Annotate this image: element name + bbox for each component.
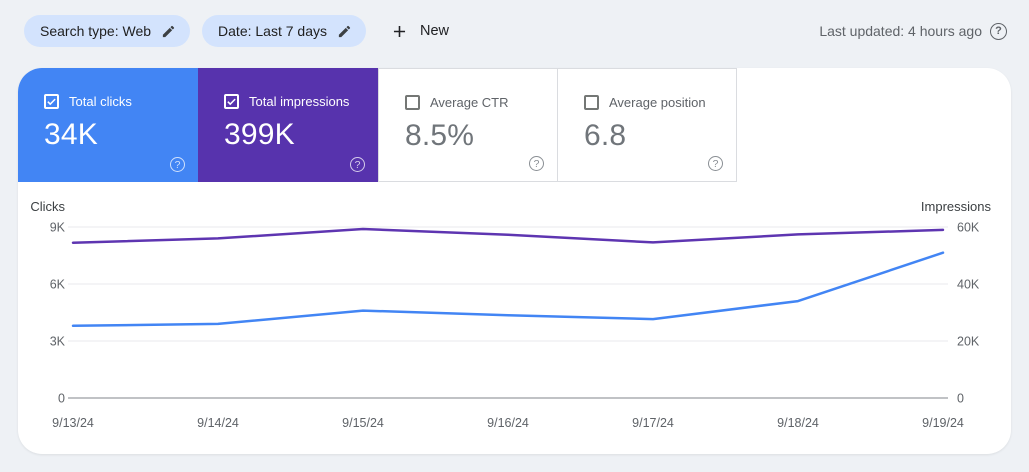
left-axis-tick: 3K — [50, 335, 66, 349]
card-label: Average CTR — [430, 95, 509, 110]
card-header: Average CTR — [405, 95, 557, 110]
card-label: Average position — [609, 95, 706, 110]
checkmark-icon — [227, 98, 236, 106]
card-average-ctr[interactable]: Average CTR 8.5% ? — [378, 68, 558, 182]
help-icon[interactable]: ? — [708, 156, 723, 171]
x-axis-tick: 9/13/24 — [52, 416, 94, 430]
checkbox-average-ctr[interactable] — [405, 95, 420, 110]
card-value: 399K — [224, 118, 295, 151]
help-icon[interactable]: ? — [170, 157, 185, 172]
last-updated-text: Last updated: 4 hours ago — [819, 23, 982, 39]
checkmark-icon — [47, 98, 56, 106]
x-axis-tick: 9/15/24 — [342, 416, 384, 430]
last-updated-status: Last updated: 4 hours ago ? — [819, 22, 1007, 40]
right-axis-tick: 20K — [957, 335, 980, 349]
right-axis-tick: 60K — [957, 221, 980, 235]
metric-cards-row: Total clicks 34K ? Total impressions 399… — [18, 68, 737, 182]
date-range-chip-label: Date: Last 7 days — [218, 23, 327, 39]
clicks-line — [71, 251, 945, 328]
help-icon[interactable]: ? — [350, 157, 365, 172]
help-icon[interactable]: ? — [990, 22, 1007, 40]
date-range-chip[interactable]: Date: Last 7 days — [202, 15, 366, 47]
edit-icon — [337, 24, 352, 39]
card-total-clicks[interactable]: Total clicks 34K ? — [18, 68, 198, 182]
filter-toolbar: Search type: Web Date: Last 7 days New L… — [24, 15, 1007, 47]
right-axis-title: Impressions — [921, 199, 992, 214]
right-axis-tick: 0 — [957, 392, 964, 406]
new-filter-label: New — [419, 23, 449, 39]
x-axis-tick: 9/14/24 — [197, 416, 239, 430]
left-axis-tick: 6K — [50, 278, 66, 292]
impressions-line — [71, 227, 945, 244]
x-axis-tick: 9/17/24 — [632, 416, 674, 430]
checkbox-total-clicks[interactable] — [44, 94, 59, 109]
card-total-impressions[interactable]: Total impressions 399K ? — [198, 68, 378, 182]
checkbox-total-impressions[interactable] — [224, 94, 239, 109]
card-average-position[interactable]: Average position 6.8 ? — [557, 68, 737, 182]
checkbox-average-position[interactable] — [584, 95, 599, 110]
x-axis-tick: 9/19/24 — [922, 416, 964, 430]
card-header: Average position — [584, 95, 736, 110]
card-header: Total impressions — [224, 94, 378, 109]
left-axis-title: Clicks — [30, 199, 65, 214]
chart-svg: 0 3K 6K 9K 0 20K 40K 60K Clicks Impressions 9/13/2… — [30, 199, 992, 430]
x-axis-tick: 9/18/24 — [777, 416, 819, 430]
plus-icon — [390, 22, 409, 41]
card-label: Total clicks — [69, 94, 132, 109]
card-label: Total impressions — [249, 94, 350, 109]
edit-icon — [161, 24, 176, 39]
card-header: Total clicks — [44, 94, 198, 109]
card-value: 6.8 — [584, 119, 627, 152]
help-icon[interactable]: ? — [529, 156, 544, 171]
performance-panel: Total clicks 34K ? Total impressions 399… — [18, 68, 1011, 454]
new-filter-button[interactable]: New — [382, 16, 457, 47]
search-type-chip-label: Search type: Web — [40, 23, 152, 39]
left-axis-tick: 9K — [50, 221, 66, 235]
performance-chart[interactable]: 0 3K 6K 9K 0 20K 40K 60K Clicks Impressions 9/13/2… — [18, 182, 1011, 454]
right-axis-tick: 40K — [957, 278, 980, 292]
x-axis-tick: 9/16/24 — [487, 416, 529, 430]
search-type-chip[interactable]: Search type: Web — [24, 15, 191, 47]
card-value: 8.5% — [405, 119, 475, 152]
card-value: 34K — [44, 118, 98, 151]
left-axis-tick: 0 — [58, 392, 65, 406]
